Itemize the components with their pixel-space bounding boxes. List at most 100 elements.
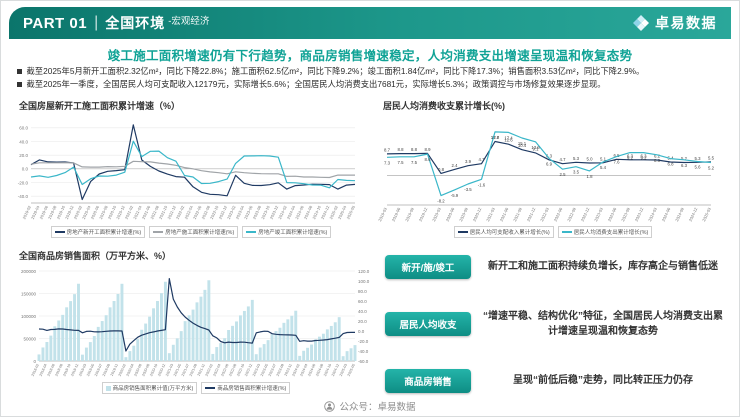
svg-text:2019-12: 2019-12 [64,205,75,220]
svg-text:5.6: 5.6 [695,165,702,170]
svg-text:2024-08: 2024-08 [315,363,324,377]
svg-text:-20.0: -20.0 [18,180,29,185]
svg-text:-40.0: -40.0 [18,194,29,199]
logo: 卓易数据 [632,13,717,33]
svg-text:2022-12: 2022-12 [580,206,591,222]
panel-row-income: 居民人均收支 “增速平稳、结构优化”特征，全国居民人均消费支出累计增速呈现温和恢… [385,309,731,340]
svg-text:60.0: 60.0 [19,126,28,131]
svg-text:2021-09: 2021-09 [189,363,198,377]
svg-text:2022-08: 2022-08 [200,205,211,220]
svg-text:2024-12: 2024-12 [320,205,331,220]
svg-text:10.4: 10.4 [518,143,527,148]
legend-item: 房地产新开工面积累计增速(%) [50,226,146,238]
header-divider: | [94,14,99,31]
tag-sales: 商品房销售 [385,369,471,393]
svg-text:7.5: 7.5 [398,160,405,165]
svg-text:2023-12: 2023-12 [634,206,645,222]
svg-text:2018-06: 2018-06 [47,363,56,377]
svg-text:2024-09: 2024-09 [674,206,685,222]
svg-text:8.8: 8.8 [398,147,405,152]
legend-swatch-icon [205,387,216,389]
svg-text:2025-02: 2025-02 [328,205,339,220]
legend-item: 房地产竣工面积累计增速(%) [242,226,332,238]
svg-text:9.2: 9.2 [641,156,648,161]
legend-item: 房地产施工面积累计增速(%) [149,226,239,238]
svg-text:2021-05: 2021-05 [173,363,182,377]
chart-legend: 商品房销售面积累计值(万平方米) 商品房销售面积累计增速(%) [11,382,381,394]
svg-text:2023-07: 2023-07 [268,363,277,377]
legend-label: 商品房销售面积累计增速(%) [217,386,287,392]
svg-text:2022-09: 2022-09 [566,206,577,222]
svg-text:5.4: 5.4 [668,156,675,161]
svg-text:100.0: 100.0 [358,279,370,284]
svg-text:20.0: 20.0 [19,153,28,158]
svg-text:2019-03: 2019-03 [78,363,87,377]
watermark-text: 公众号：卓易数据 [339,402,416,413]
newstart-chart: -40.0 -20.0 0.0 20.0 40.0 60.0 2019-02 2019-04 2… [11,113,371,238]
svg-text:2023-10: 2023-10 [260,204,271,220]
legend-label: 居民人均可支配收入累计增长(%) [469,230,550,236]
svg-text:2022-04: 2022-04 [212,363,221,377]
svg-text:9.2: 9.2 [627,156,634,161]
svg-text:-3.5: -3.5 [464,187,472,192]
svg-text:2024-12: 2024-12 [688,206,699,222]
svg-text:2023-02: 2023-02 [226,205,237,220]
svg-text:-8.2: -8.2 [437,199,445,204]
header-bar: PART 01 | 全国环境 -宏观经济 卓易数据 [9,7,731,39]
svg-text:5.3: 5.3 [573,156,580,161]
svg-text:2024-04: 2024-04 [299,363,308,377]
legend-label: 房地产施工面积累计增速(%) [165,230,235,236]
header-subtitle: -宏观经济 [168,16,210,27]
svg-text:2021-04: 2021-04 [132,204,143,220]
legend-swatch-icon [561,231,572,233]
svg-text:2025-05: 2025-05 [347,363,356,377]
svg-text:150000: 150000 [21,291,37,296]
svg-text:2020-04: 2020-04 [126,363,135,377]
svg-text:6.9: 6.9 [546,161,553,166]
svg-text:2020-02: 2020-02 [118,363,127,377]
tag-construction: 新开/施/竣工 [385,255,471,279]
logo-diamond-icon [633,15,649,31]
svg-text:2024-06: 2024-06 [661,206,672,222]
newstart-chart-cell: 全国房屋新开工施工面积累计增速（%） -40.0 -20.0 0.0 20.0 40.0… [11,97,371,238]
svg-text:2019-03: 2019-03 [377,206,388,222]
svg-text:2022-12: 2022-12 [244,363,253,377]
svg-text:2019-08: 2019-08 [47,205,58,220]
bullet-text: 截至2025年5月新开工面积2.32亿m²，同比下降22.8%；施工面积62.5… [26,66,645,76]
svg-text:2023-06: 2023-06 [243,205,254,220]
svg-text:2023-08: 2023-08 [252,205,263,220]
svg-text:2020-06: 2020-06 [445,206,456,222]
svg-text:2020-12: 2020-12 [157,363,166,377]
panel-text-construction: 新开工和施工面积持续负增长，库存高企与销售低迷 [488,261,718,273]
svg-text:8.9: 8.9 [425,147,432,152]
svg-text:40.0: 40.0 [19,139,28,144]
panel-row-sales: 商品房销售 呈现“前低后稳”走势，同比转正压力仍存 [385,369,731,393]
svg-text:3.5: 3.5 [573,170,580,175]
svg-text:60.0: 60.0 [358,299,367,304]
svg-text:40.0: 40.0 [358,309,367,314]
svg-text:2020-12: 2020-12 [115,205,126,220]
svg-text:2022-02: 2022-02 [205,363,214,377]
svg-text:2021-10: 2021-10 [158,204,169,220]
panel-text-sales: 呈现“前低后稳”走势，同比转正压力仍存 [513,375,693,387]
svg-text:2025-05: 2025-05 [345,205,356,220]
svg-text:2020-08: 2020-08 [141,363,150,377]
svg-text:2019-12: 2019-12 [418,206,429,222]
svg-text:2021-07: 2021-07 [181,363,190,377]
header-left: PART 01 | 全国环境 -宏观经济 [23,13,209,33]
svg-text:4.7: 4.7 [560,157,567,162]
svg-text:6.3: 6.3 [627,153,634,158]
svg-text:-60.0: -60.0 [358,359,369,364]
svg-text:2022-08: 2022-08 [228,363,237,377]
legend-item: 商品房销售面积累计值(万平方米) [101,382,198,394]
svg-text:2022-06: 2022-06 [553,206,564,222]
svg-text:2025-04: 2025-04 [337,204,348,220]
svg-text:2021-03: 2021-03 [485,206,496,222]
svg-text:2022-02: 2022-02 [175,205,186,220]
svg-text:0.0: 0.0 [22,167,29,172]
svg-text:2021-02: 2021-02 [124,205,135,220]
svg-text:2023-09: 2023-09 [620,206,631,222]
summary-panel: 新开/施/竣工 新开工和施工面积持续负增长，库存高企与销售低迷 居民人均收支 “… [385,253,731,395]
sales-chart: 0 50000 100000 150000 200000 -60.0 -40.0 -20.0 0… [11,263,381,394]
